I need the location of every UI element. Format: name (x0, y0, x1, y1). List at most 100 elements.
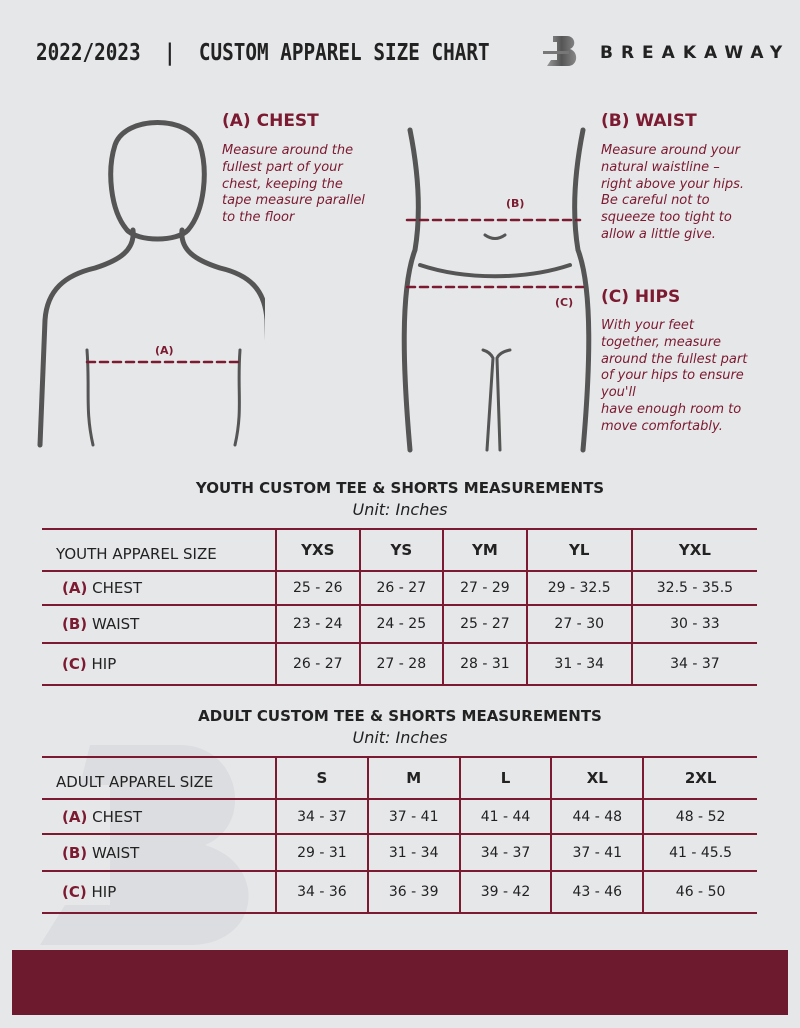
measurement-value: 29 - 32.5 (525, 570, 632, 606)
description-line: you'll (601, 385, 636, 401)
measurement-value: 41 - 44 (458, 798, 552, 835)
youth-unit: Unit: Inches (352, 500, 448, 519)
hips-marker: (C) (555, 296, 574, 309)
hips-description: With your feet together, measure around th… (601, 318, 747, 436)
description-line: chest, keeping the (222, 176, 343, 192)
size-column-header: YXS (275, 528, 360, 572)
measurement-value: 26 - 27 (275, 642, 360, 686)
size-column-header: YL (525, 528, 632, 572)
description-line: to the floor (222, 210, 295, 226)
measurement-value: 46 - 50 (642, 870, 757, 914)
measurement-value: 34 - 37 (458, 833, 552, 872)
description-line: fullest part of your (222, 159, 343, 175)
measurement-value: 31 - 34 (525, 642, 632, 686)
measurement-value: 30 - 33 (630, 604, 757, 644)
measurement-name: CHEST (92, 579, 143, 597)
measurement-value: 24 - 25 (358, 604, 444, 644)
description-line: Measure around your (601, 143, 741, 158)
size-column-header: XL (550, 756, 644, 800)
description-line: tape measure parallel (222, 193, 365, 209)
measurement-label: (C) HIP (42, 870, 276, 914)
table-row: (A) CHEST 25 - 26 26 - 27 27 - 29 29 - 32.5 3… (42, 570, 757, 606)
chest-heading: (A) CHEST (222, 111, 319, 131)
measurement-value: 37 - 41 (366, 798, 460, 835)
table-row: (C) HIP 26 - 27 27 - 28 28 - 31 31 - 34 34 - … (42, 642, 757, 686)
measurement-tag: (B) (62, 843, 88, 862)
measurement-label: (B) WAIST (42, 604, 276, 644)
measurement-value: 29 - 31 (275, 833, 368, 872)
measurement-value: 43 - 46 (550, 870, 644, 914)
table-row: (A) CHEST 34 - 37 37 - 41 41 - 44 44 - 48 48 … (42, 798, 757, 835)
description-line: right above your hips. (601, 176, 745, 192)
size-column-header: M (366, 756, 460, 800)
measurement-name: WAIST (91, 843, 140, 862)
table-row: (C) HIP 34 - 36 36 - 39 39 - 42 43 - 46 46 - … (42, 870, 757, 914)
youth-table-title: YOUTH CUSTOM TEE & SHORTS MEASUREMENTS (195, 479, 605, 497)
adult-size-table: ADULT APPAREL SIZE S M L XL 2XL (A) CHEST 34 - … (42, 756, 757, 914)
size-column-header: L (458, 756, 552, 800)
measurement-value: 23 - 24 (275, 604, 360, 644)
description-line: Be careful not to (601, 193, 710, 209)
measurement-value: 31 - 34 (366, 833, 460, 872)
size-column-header: YS (358, 528, 444, 572)
measurement-value: 27 - 30 (525, 604, 632, 644)
description-line: together, measure (601, 334, 722, 350)
measurement-name: CHEST (92, 807, 143, 826)
table-header-row: YOUTH APPAREL SIZE YXS YS YM YL YXL (42, 528, 757, 572)
waist-heading: (B) WAIST (601, 111, 697, 131)
measurement-name: HIP (91, 655, 117, 673)
measurement-label: (A) CHEST (42, 798, 276, 835)
chest-marker: (A) (155, 344, 174, 357)
measurement-value: 25 - 27 (442, 604, 527, 644)
measurement-value: 44 - 48 (550, 798, 644, 835)
table-header-row: ADULT APPAREL SIZE S M L XL 2XL (42, 756, 757, 800)
measurement-value: 48 - 52 (642, 798, 757, 835)
measurement-value: 25 - 26 (275, 570, 360, 606)
waist-marker: (B) (506, 197, 525, 210)
hips-heading: (C) HIPS (601, 287, 681, 307)
size-column-header: YM (442, 528, 527, 572)
size-column-header: YXL (630, 528, 757, 572)
breakaway-logo-icon (543, 36, 577, 66)
upper-body-figure (37, 120, 265, 448)
adult-table-title: ADULT CUSTOM TEE & SHORTS MEASUREMENTS (198, 707, 602, 725)
measurement-value: 37 - 41 (550, 833, 644, 872)
table-row: (B) WAIST 29 - 31 31 - 34 34 - 37 37 - 41 41 … (42, 833, 757, 872)
measurement-tag: (C) (62, 883, 87, 901)
size-header: YOUTH APPAREL SIZE (42, 528, 276, 572)
description-line: allow a little give. (601, 226, 716, 242)
size-column-header: S (275, 756, 368, 800)
measurement-tag: (A) (62, 807, 88, 826)
size-header: ADULT APPAREL SIZE (42, 756, 276, 800)
description-line: around the fullest part (601, 351, 748, 367)
measurement-value: 28 - 31 (442, 642, 527, 686)
measurement-value: 27 - 29 (442, 570, 527, 606)
measurement-tag: (C) (62, 655, 87, 673)
measurement-label: (C) HIP (42, 642, 276, 686)
page-title: 2022/2023 | CUSTOM APPAREL SIZE CHART (36, 40, 490, 66)
waist-description: Measure around your natural waistline – ri… (601, 143, 744, 244)
measurement-label: (B) WAIST (42, 833, 276, 872)
measurement-value: 27 - 28 (358, 642, 444, 686)
measurement-value: 41 - 45.5 (642, 833, 757, 872)
footer-bar (12, 950, 788, 1015)
measurement-name: WAIST (91, 615, 140, 633)
description-line: natural waistline – (601, 159, 720, 175)
description-line: With your feet (601, 318, 694, 333)
table-row: (B) WAIST 23 - 24 24 - 25 25 - 27 27 - 30 30 … (42, 604, 757, 644)
measurement-label: (A) CHEST (42, 570, 276, 606)
adult-unit: Unit: Inches (352, 728, 448, 747)
measurement-tag: (B) (62, 615, 88, 633)
measurement-value: 36 - 39 (366, 870, 460, 914)
measurement-value: 26 - 27 (358, 570, 444, 606)
description-line: move comfortably. (601, 418, 723, 434)
description-line: of your hips to ensure (601, 368, 744, 384)
brand-name: BREAKAWAY (600, 43, 791, 63)
measurement-value: 32.5 - 35.5 (630, 570, 757, 606)
measurement-tag: (A) (62, 579, 88, 597)
chest-description: Measure around the fullest part of your ch… (222, 143, 365, 227)
description-line: Measure around the (222, 143, 354, 158)
lower-body-figure (401, 127, 592, 453)
youth-size-table: YOUTH APPAREL SIZE YXS YS YM YL YXL (A) CHEST 2… (42, 528, 757, 686)
measurement-name: HIP (91, 883, 117, 901)
